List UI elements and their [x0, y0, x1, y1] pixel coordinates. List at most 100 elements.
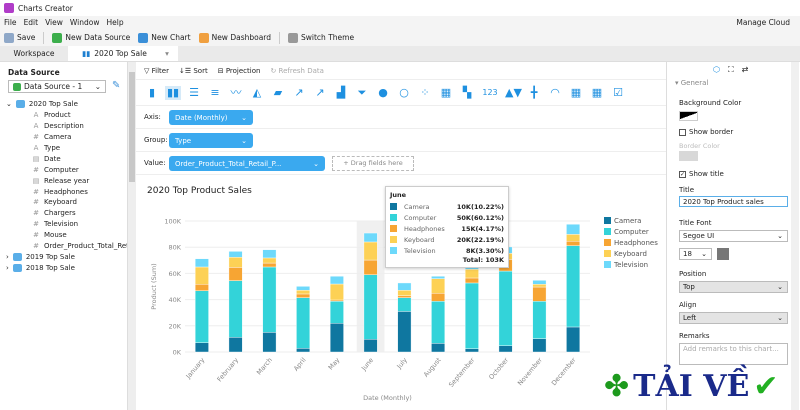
swap-icon[interactable]: ⇄	[741, 65, 749, 74]
align-select[interactable]: Left ⌄	[679, 312, 788, 324]
chart-type-heatmap-icon[interactable]: ▦	[440, 86, 452, 99]
left-scrollbar[interactable]	[128, 62, 136, 410]
field-item[interactable]: A Type	[6, 143, 127, 154]
chart-type-123-icon[interactable]: 123	[482, 88, 498, 97]
menu-file[interactable]: File	[4, 18, 17, 27]
chart-type-slicer-icon[interactable]: ☑	[613, 86, 623, 99]
field-item[interactable]: # Camera	[6, 132, 127, 143]
scroll-thumb[interactable]	[129, 72, 135, 182]
field-type-icon: #	[33, 187, 39, 196]
sort-button[interactable]: ↓☰ Sort	[179, 67, 208, 75]
chart-type-scatter-icon[interactable]: ⁘	[420, 86, 430, 99]
field-item[interactable]: # Keyboard	[6, 197, 127, 208]
tab-dropdown-icon[interactable]: ▾	[156, 46, 178, 61]
show-title-checkbox[interactable]: ✓ Show title	[679, 170, 724, 178]
tooltip-value: 50K(60.12%)	[456, 213, 504, 222]
chart-type-pivot-table-icon[interactable]: ▦	[591, 86, 603, 99]
position-select[interactable]: Top ⌄	[679, 281, 788, 293]
field-item[interactable]: ▤ Date	[6, 153, 127, 164]
tree-node-label: 2020 Top Sale	[28, 100, 78, 109]
group-row: Group: Type ⌄	[136, 129, 666, 152]
bar-segment-television	[363, 232, 378, 243]
axis-select[interactable]: Date (Monthly) ⌄	[169, 110, 253, 125]
chart-type-stacked-area-icon[interactable]: ▰	[273, 86, 283, 99]
filter-button[interactable]: ▽ Filter	[144, 67, 169, 75]
tab-workspace[interactable]: Workspace	[13, 49, 55, 58]
field-item[interactable]: # Computer	[6, 164, 127, 175]
y-tick-label: 100K	[164, 218, 181, 226]
menu-window[interactable]: Window	[69, 18, 100, 27]
edit-pencil-icon[interactable]: ✎	[112, 80, 121, 91]
save-button[interactable]: Save	[4, 32, 35, 43]
new-dashboard-button[interactable]: New Dashboard	[198, 32, 271, 43]
data-source-select[interactable]: Data Source - 1 ⌄	[8, 80, 106, 93]
field-item[interactable]: A Product	[6, 110, 127, 121]
field-label: Mouse	[44, 231, 67, 240]
menu-view[interactable]: View	[45, 18, 63, 27]
chart-type-horizontal-bar-icon[interactable]: ☰	[189, 86, 199, 99]
chart-type-area-icon[interactable]: ◭	[252, 86, 262, 99]
chart-type-stacked-horizontal-bar-icon[interactable]: ≡	[210, 86, 220, 99]
projection-button[interactable]: ⊟ Projection	[218, 67, 261, 75]
right-scrollbar[interactable]	[791, 62, 799, 410]
series-swatch	[390, 236, 397, 243]
group-select[interactable]: Type ⌄	[169, 133, 253, 148]
tree-node-label: 2018 Top Sale	[25, 263, 75, 272]
new-chart-button[interactable]: New Chart	[138, 32, 191, 43]
field-item[interactable]: # Television	[6, 219, 127, 230]
chart-type-line-icon[interactable]: 〰	[230, 86, 242, 99]
section-general[interactable]: ▾ General	[675, 79, 709, 87]
font-value: Segoe UI	[683, 232, 715, 240]
legend-item[interactable]: Keyboard	[604, 248, 658, 259]
legend-item[interactable]: Headphones	[604, 237, 658, 248]
dashboard-icon	[198, 32, 209, 43]
field-item[interactable]: # Chargers	[6, 208, 127, 219]
legend-item[interactable]: Computer	[604, 226, 658, 237]
drag-fields-dropzone[interactable]: + Drag fields here	[332, 156, 414, 171]
tree-node-2020-top-sale[interactable]: ⌄ 2020 Top Sale	[6, 99, 127, 110]
tree-node-2019-top-sale[interactable]: › 2019 Top Sale	[6, 251, 127, 262]
chart-type-combo-icon[interactable]: ↗	[315, 86, 325, 99]
remarks-textarea[interactable]: Add remarks to this chart...	[679, 343, 788, 365]
bar-segment-headphones	[194, 284, 209, 291]
chart-type-bullet-icon[interactable]: ╋	[530, 86, 538, 99]
tree-node-2018-top-sale[interactable]: › 2018 Top Sale	[6, 262, 127, 273]
chart-type-up-down-icon[interactable]: ▲▼	[505, 86, 522, 99]
chart-tooltip: June Camera 10K(10.22%) Computer 50K(60.12%…	[385, 186, 509, 268]
chart-type-stacked-bar-icon[interactable]: ▮▮	[165, 86, 181, 100]
field-item[interactable]: # Order_Product_Total_Retail_	[6, 241, 127, 252]
title-color-swatch[interactable]	[717, 248, 729, 260]
value-select[interactable]: Order_Product_Total_Retail_P... ⌄	[169, 156, 325, 171]
series-swatch	[390, 203, 397, 210]
general-settings-icon[interactable]: ⬡	[713, 65, 720, 74]
chart-type-line-bar-icon[interactable]: ↗	[294, 86, 304, 99]
chart-type-bar-icon[interactable]: ▮	[148, 86, 156, 99]
field-item[interactable]: # Headphones	[6, 186, 127, 197]
chart-type-waterfall-icon[interactable]: ▟	[336, 86, 346, 99]
chart-type-pie-icon[interactable]: ●	[378, 86, 388, 99]
field-item[interactable]: ▤ Release year	[6, 175, 127, 186]
chart-type-gauge-icon[interactable]: ◠	[550, 86, 560, 99]
chart-type-treemap-icon[interactable]: ▚	[462, 86, 472, 99]
switch-theme-button[interactable]: Switch Theme	[288, 32, 354, 43]
field-item[interactable]: A Description	[6, 121, 127, 132]
legend-item[interactable]: Television	[604, 259, 658, 270]
background-color-swatch[interactable]	[679, 111, 698, 121]
refresh-data-button[interactable]: ↻ Refresh Data	[270, 67, 323, 75]
title-input[interactable]: 2020 Top Product sales	[679, 196, 788, 207]
chart-type-funnel-icon[interactable]: ⏷	[357, 86, 367, 99]
tab-2020-top-sale[interactable]: ▮▮ 2020 Top Sale	[68, 46, 156, 61]
layout-icon[interactable]: ⛶	[727, 65, 734, 74]
chart-type-donut-icon[interactable]: ○	[399, 86, 409, 99]
new-data-source-button[interactable]: New Data Source	[52, 32, 130, 43]
menu-edit[interactable]: Edit	[23, 18, 39, 27]
manage-cloud[interactable]: Manage Cloud	[736, 18, 790, 27]
menu-help[interactable]: Help	[106, 18, 124, 27]
font-size-select[interactable]: 18 ⌄	[679, 248, 712, 260]
field-item[interactable]: # Mouse	[6, 230, 127, 241]
legend-item[interactable]: Camera	[604, 215, 658, 226]
show-border-checkbox[interactable]: Show border	[679, 128, 733, 136]
chart-type-table-icon[interactable]: ▦	[570, 86, 582, 99]
title-font-select[interactable]: Segoe UI ⌄	[679, 230, 788, 242]
bar-segment-computer	[397, 297, 412, 312]
